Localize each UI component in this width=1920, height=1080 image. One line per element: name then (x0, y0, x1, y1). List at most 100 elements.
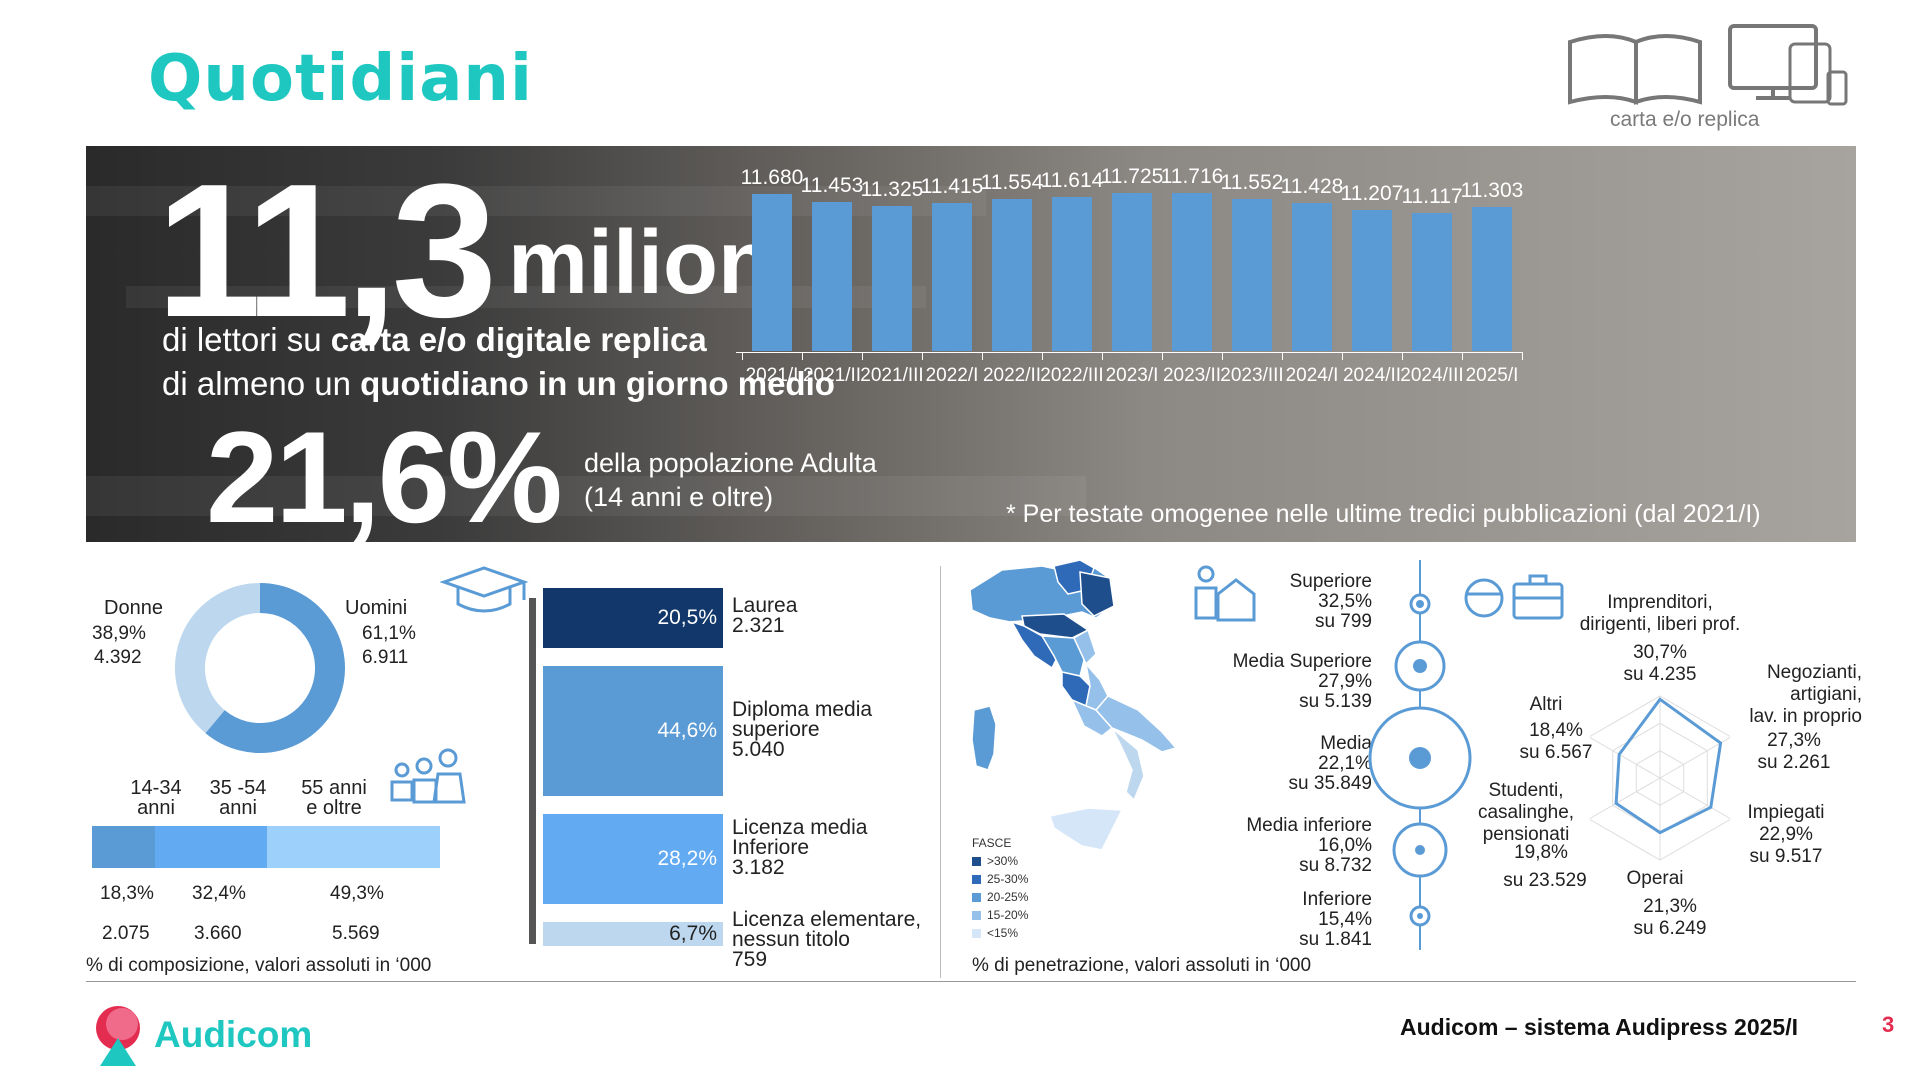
family-icon (390, 748, 466, 804)
page-number: 3 (1882, 1012, 1895, 1037)
prof-text-line: 19,8% (1514, 842, 1568, 863)
chart-value-label: 11.207 (1340, 182, 1404, 206)
age-segment (267, 826, 441, 868)
chart-bar (752, 194, 792, 351)
chart-tick (1162, 352, 1163, 360)
education-label-line: Licenza media (732, 816, 868, 839)
legend-swatch (972, 857, 981, 867)
chart-bar (1052, 196, 1092, 351)
uomini-val: 6.911 (362, 647, 409, 668)
age-label-line1: 35 -54 (209, 777, 267, 799)
italy-map (969, 560, 1178, 851)
prof-studenti-val: su 23.529 (1480, 870, 1610, 892)
city-size-item: Superiore 32,5% su 799 (1160, 572, 1372, 632)
education-label-line: 2.321 (732, 614, 785, 637)
prof-text-line: lav. in proprio (1749, 706, 1862, 727)
chart-tick (1342, 352, 1343, 360)
city-val: su 8.732 (1299, 855, 1372, 876)
city-size-circles (1368, 560, 1472, 950)
age-group-label: 55 anni e oltre (296, 778, 372, 818)
chart-value-label: 11.680 (740, 166, 804, 190)
chart-category-label: 2024/III (1400, 365, 1464, 386)
big-number: 11,3 (156, 146, 497, 357)
prof-text-line: 18,4% (1529, 720, 1583, 741)
education-bar: 20,5% (543, 588, 723, 648)
age-value: 5.569 (332, 923, 380, 944)
prof-negozianti-pct: 27,3% su 2.261 (1734, 730, 1854, 774)
chart-category-label: 2023/I (1105, 365, 1159, 386)
prof-text-line: Studenti, (1488, 780, 1564, 801)
devices-icon (1568, 24, 1848, 106)
map-legend-title: FASCE (972, 836, 1012, 850)
donne-pct: 38,9% (92, 623, 146, 644)
prof-text-line: 27,3% (1767, 730, 1821, 751)
education-label-line: 759 (732, 948, 768, 971)
donut-donne-slice (175, 583, 261, 734)
education-label: Laurea 2.321 (732, 594, 798, 637)
prof-operai: Operai (1600, 868, 1710, 890)
graduation-cap-icon (440, 566, 529, 613)
footer-divider (86, 981, 1856, 982)
chart-note: * Per testate omogenee nelle ultime tred… (1006, 500, 1761, 528)
age-footnote: % di composizione, valori assoluti in ‘0… (86, 955, 432, 976)
chart-value-label: 11.614 (1040, 168, 1104, 192)
chart-value-label: 11.325 (860, 178, 924, 202)
sub2-pre: di almeno un (162, 365, 361, 402)
chart-bar (1352, 210, 1392, 351)
prof-impiegati: Impiegati 22,9% su 9.517 (1716, 802, 1856, 868)
chart-tick (922, 352, 923, 360)
education-label-line: Diploma media (732, 698, 873, 721)
chart-tick (802, 352, 803, 360)
age-segment (92, 826, 156, 868)
map-legend-item: 20-25% (972, 890, 1028, 904)
age-segment (155, 826, 268, 868)
chart-category-label: 2023/II (1162, 365, 1222, 386)
worker-briefcase-icon (1464, 574, 1564, 620)
chart-tick (1042, 352, 1043, 360)
chart-x-axis (736, 352, 1522, 353)
education-label-line: Laurea (732, 594, 798, 617)
education-bar: 28,2% (543, 814, 723, 904)
legend-label: >30% (987, 854, 1019, 868)
prof-text-line: su 2.261 (1757, 752, 1831, 773)
chart-category-label: 2021/I (745, 365, 799, 386)
sub1-pre: di lettori su (162, 321, 331, 358)
education-label-line: 3.182 (732, 856, 785, 879)
readers-bar-chart: 11.680 2021/I 11.453 2021/II 11.325 2021/III 1… (86, 146, 1856, 542)
radar-spoke (1590, 737, 1661, 779)
profession-radar (1590, 695, 1730, 861)
chart-category-label: 2021/III (860, 365, 924, 386)
prof-negozianti: Negozianti, artigiani, lav. in proprio (1702, 662, 1862, 728)
prof-text-line: su 6.567 (1519, 742, 1593, 763)
prof-text-line: su 9.517 (1749, 846, 1823, 867)
prof-text-line: Operai (1626, 868, 1684, 889)
chart-value-label: 11.415 (920, 175, 984, 199)
chart-category-label: 2022/II (982, 365, 1042, 386)
age-label-line2: anni (137, 797, 175, 819)
education-label: Diploma media superiore 5.040 (732, 698, 873, 760)
chart-tick (1282, 352, 1283, 360)
uomini-label: Uomini (345, 597, 408, 619)
city-val: su 5.139 (1299, 691, 1372, 712)
donne-label: Donne (104, 597, 163, 619)
city-size-item: Media Superiore 27,9% su 5.139 (1160, 652, 1372, 712)
city-size-item: Media inferiore 16,0% su 8.732 (1160, 816, 1372, 876)
section-divider (940, 566, 941, 978)
map-footnote: % di penetrazione, valori assoluti in ‘0… (972, 955, 1312, 976)
legend-label: 25-30% (987, 872, 1029, 886)
age-value: 3.660 (194, 923, 242, 944)
city-pct: 16,0% (1318, 835, 1372, 856)
house-person-icon (1194, 565, 1256, 622)
city-val: su 1.841 (1299, 929, 1372, 950)
chart-value-label: 11.716 (1160, 165, 1224, 189)
chart-value-label: 11.554 (980, 170, 1044, 194)
map-legend-item: 15-20% (972, 908, 1028, 922)
chart-category-label: 2022/I (925, 365, 979, 386)
prof-text-line: Negozianti, (1766, 662, 1862, 683)
prof-text-line: 21,3% (1643, 896, 1697, 917)
prof-text-line: su 4.235 (1623, 664, 1697, 685)
education-pct: 28,2% (657, 847, 717, 870)
age-label-line1: 14-34 (130, 777, 182, 799)
chart-bar (1232, 198, 1272, 351)
chart-category-label: 2024/I (1285, 365, 1339, 386)
